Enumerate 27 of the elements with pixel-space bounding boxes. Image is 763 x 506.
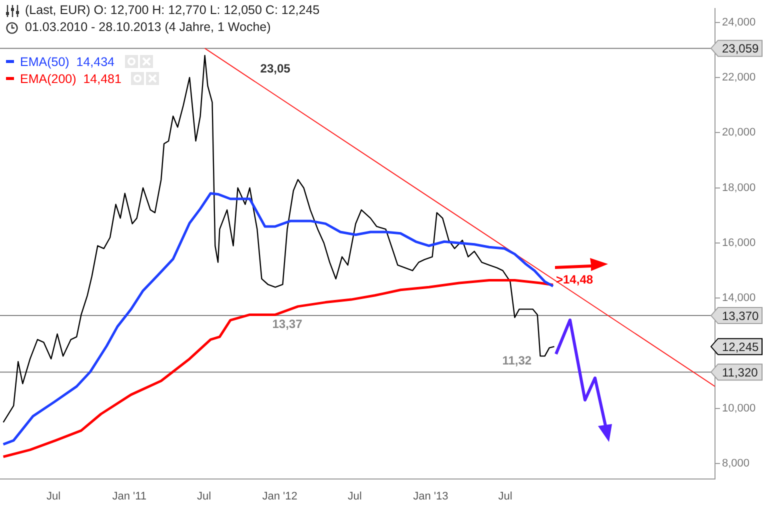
ref-line-label: 23,059 [722, 42, 760, 56]
ref-line-label: 11,320 [722, 365, 758, 380]
annotation: 13,37 [272, 316, 303, 331]
x-tick-label: Jan '13 [413, 490, 448, 502]
x-tick-label: Jul [348, 490, 362, 502]
y-tick-label: 20,000 [722, 126, 756, 139]
y-tick-label: 18,000 [722, 182, 756, 194]
y-tick-label: 8,000 [722, 458, 750, 470]
chart-title: (Last, EUR) O: 12,700 H: 12,770 L: 12,050 C: 12,245 [25, 3, 320, 17]
y-tick-label: 22,000 [722, 72, 756, 84]
ref-line-label: 13,370 [722, 308, 760, 323]
y-tick-label: 14,000 [722, 292, 756, 304]
annotation: 11,32 [502, 353, 532, 368]
x-tick-label: Jul [46, 490, 61, 502]
y-tick-label: 10,000 [722, 402, 756, 415]
legend-label: EMA(200) 14,481 [20, 72, 122, 86]
annotation: >14,48 [556, 272, 594, 286]
y-tick-label: 16,000 [722, 237, 756, 250]
text: 12,245 [722, 340, 760, 354]
y-tick-label: 24,000 [722, 16, 756, 28]
legend-label: EMA(50) 14,434 [20, 54, 114, 68]
x-tick-label: Jul [196, 490, 212, 502]
x-tick-label: Jul [498, 490, 512, 502]
x-tick-label: Jan '12 [262, 490, 298, 502]
annotation: 23,05 [260, 62, 291, 76]
x-tick-label: Jan '11 [112, 490, 147, 502]
text: 01.03.2010 - 28.10.2013 (4 Jahre, 1 Woche) [25, 20, 271, 34]
